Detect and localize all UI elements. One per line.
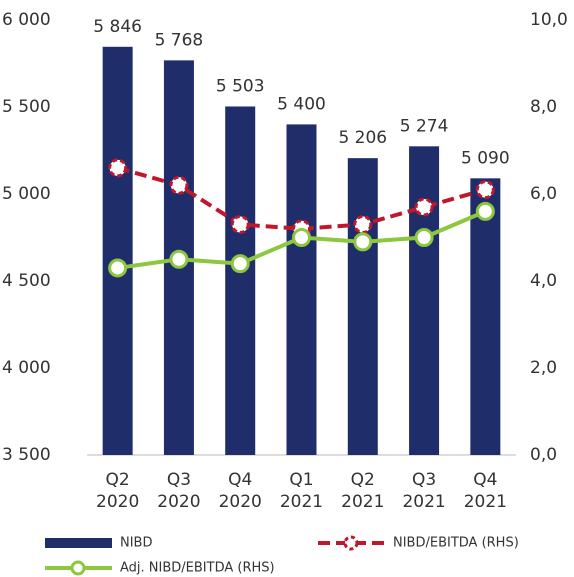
x-tick-line: 2020	[96, 492, 139, 512]
y-tick-label: 5 500	[2, 97, 51, 117]
x-tick-label: Q4 2021	[464, 470, 507, 512]
legend-label: Adj. NIBD/EBITDA (RHS)	[120, 561, 275, 576]
x-tick-label: Q3 2020	[157, 470, 200, 512]
line-marker	[230, 254, 250, 274]
y2-tick-label: 0,0	[530, 445, 557, 465]
line-marker	[353, 214, 373, 234]
y-tick-label: 4 000	[2, 358, 51, 378]
legend-label: NIBD	[120, 536, 153, 551]
x-tick-line: 2021	[464, 492, 507, 512]
y2-tick-label: 2,0	[530, 358, 557, 378]
y2-tick-label: 4,0	[530, 271, 557, 291]
y2-tick-label: 8,0	[530, 97, 557, 117]
value-label: 5 090	[461, 148, 510, 168]
y-tick-label: 4 500	[2, 271, 51, 291]
y-tick-label: 6 000	[2, 10, 51, 30]
bar	[470, 178, 501, 455]
line-marker	[414, 197, 434, 217]
legend-label: NIBD/EBITDA (RHS)	[393, 536, 519, 551]
bar	[102, 46, 133, 456]
legend-swatch	[45, 538, 112, 548]
x-tick-line: 2020	[157, 492, 200, 512]
line-marker	[230, 214, 250, 234]
value-label: 5 206	[338, 128, 387, 148]
x-tick-line: 2021	[341, 492, 384, 512]
x-tick-line: Q4	[473, 470, 497, 490]
x-tick-line: Q3	[412, 470, 436, 490]
x-tick-line: 2021	[280, 492, 323, 512]
y-tick-label: 5 000	[2, 184, 51, 204]
x-tick-label: Q2 2020	[96, 470, 139, 512]
line-marker	[108, 158, 128, 178]
value-label: 5 274	[400, 116, 449, 136]
bar	[286, 124, 317, 456]
line-marker	[475, 201, 495, 221]
x-tick-label: Q2 2021	[341, 470, 384, 512]
line-marker	[169, 249, 189, 269]
line-marker	[169, 175, 189, 195]
x-tick-line: 2020	[219, 492, 262, 512]
bar	[409, 146, 440, 455]
x-tick-label: Q4 2020	[219, 470, 262, 512]
value-label: 5 768	[155, 30, 204, 50]
line-marker	[414, 228, 434, 247]
value-label: 5 503	[216, 76, 265, 96]
x-tick-line: 2021	[402, 492, 445, 512]
legend-marker	[70, 560, 86, 576]
legend-marker	[343, 535, 359, 551]
x-tick-label: Q1 2021	[280, 470, 323, 512]
y2-tick-label: 10,0	[530, 10, 568, 30]
line-marker	[292, 228, 311, 247]
x-tick-label: Q3 2021	[402, 470, 445, 512]
line-marker	[108, 258, 128, 278]
value-label: 5 846	[93, 17, 142, 37]
line-marker	[475, 180, 495, 200]
bar	[347, 158, 378, 455]
x-tick-line: Q2	[106, 470, 130, 490]
x-tick-line: Q3	[167, 470, 191, 490]
x-tick-line: Q1	[289, 470, 313, 490]
y2-tick-label: 6,0	[530, 184, 557, 204]
value-label: 5 400	[277, 94, 326, 114]
y-tick-label: 3 500	[2, 445, 51, 465]
bar	[225, 106, 256, 455]
line-marker	[353, 232, 373, 252]
x-tick-line: Q4	[228, 470, 252, 490]
x-tick-line: Q2	[351, 470, 375, 490]
